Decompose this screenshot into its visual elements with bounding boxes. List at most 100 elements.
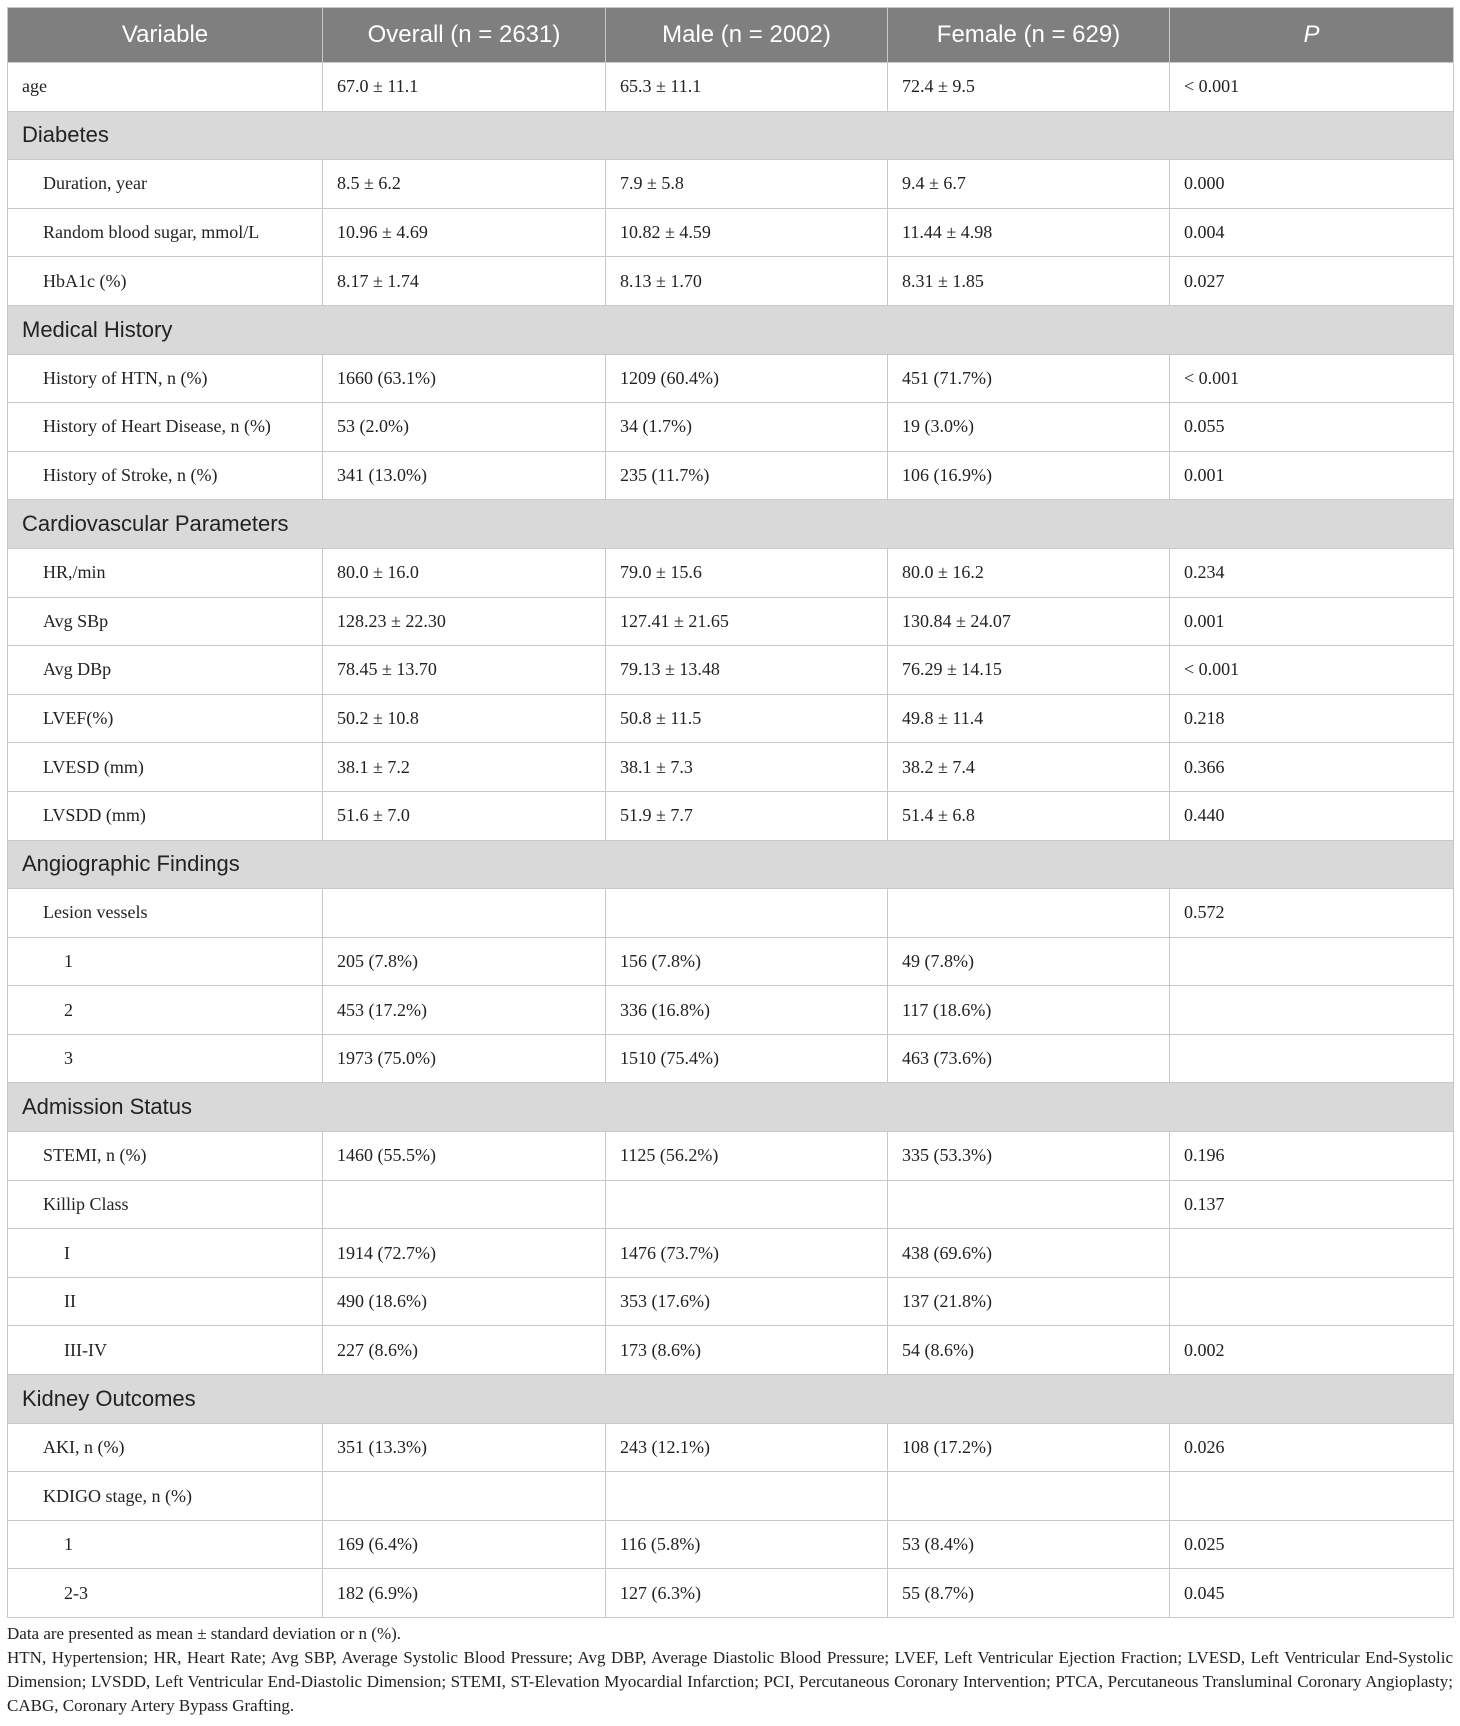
cell: 0.366 (1169, 742, 1454, 792)
cell: 0.004 (1169, 207, 1454, 258)
cell: 1209 (60.4%) (605, 353, 888, 404)
cell: 7.9 ± 5.8 (605, 159, 888, 209)
cell: 336 (16.8%) (605, 985, 888, 1035)
cell: 0.218 (1169, 693, 1454, 744)
data-row: age 67.0 ± 11.1 65.3 ± 11.1 72.4 ± 9.5 < 0.0… (7, 62, 1454, 112)
row-label: KDIGO stage, n (%) (7, 1471, 323, 1521)
cell: 156 (7.8%) (605, 936, 888, 987)
empty-cell (322, 1179, 606, 1230)
data-row: KDIGO stage, n (%) (7, 1471, 1454, 1521)
cell: 1660 (63.1%) (322, 353, 606, 404)
cell: 80.0 ± 16.2 (887, 547, 1170, 598)
cell: 49 (7.8%) (887, 936, 1170, 987)
section-title: Medical History (7, 304, 1454, 355)
cell: 205 (7.8%) (322, 936, 606, 987)
cell: 79.13 ± 13.48 (605, 645, 888, 695)
data-row: Lesion vessels 0.572 (7, 888, 1454, 938)
data-row: I 1914 (72.7%) 1476 (73.7%) 438 (69.6%) (7, 1228, 1454, 1278)
cell: 53 (8.4%) (887, 1519, 1170, 1570)
cell: 0.234 (1169, 547, 1454, 598)
section-row: Kidney Outcomes (7, 1374, 1454, 1424)
data-row: STEMI, n (%) 1460 (55.5%) 1125 (56.2%) 335 … (7, 1131, 1454, 1181)
cell: 0.572 (1169, 888, 1454, 938)
row-label: LVEF(%) (7, 693, 323, 744)
cell: 0.026 (1169, 1422, 1454, 1473)
cell: 173 (8.6%) (605, 1325, 888, 1376)
empty-cell (1169, 1471, 1454, 1521)
data-row: III-IV 227 (8.6%) 173 (8.6%) 54 (8.6%) 0.002 (7, 1325, 1454, 1376)
empty-cell (322, 888, 606, 938)
column-header: Variable (7, 7, 323, 63)
section-row: Cardiovascular Parameters (7, 499, 1454, 549)
row-label: HR,/min (7, 547, 323, 598)
cell: 0.045 (1169, 1568, 1454, 1618)
section-title: Cardiovascular Parameters (7, 499, 1454, 549)
row-label: age (7, 62, 323, 112)
cell: 137 (21.8%) (887, 1276, 1170, 1327)
cell: 9.4 ± 6.7 (887, 159, 1170, 209)
section-row: Diabetes (7, 110, 1454, 161)
cell: < 0.001 (1169, 645, 1454, 695)
cell: 51.9 ± 7.7 (605, 790, 888, 841)
cell: 0.196 (1169, 1131, 1454, 1181)
cell: 463 (73.6%) (887, 1033, 1170, 1084)
cell: 0.055 (1169, 402, 1454, 452)
row-label: History of Stroke, n (%) (7, 450, 323, 501)
cell: 78.45 ± 13.70 (322, 645, 606, 695)
cell: 490 (18.6%) (322, 1276, 606, 1327)
cell: 0.137 (1169, 1179, 1454, 1230)
empty-cell (1169, 1228, 1454, 1278)
cell: 8.5 ± 6.2 (322, 159, 606, 209)
row-label: History of HTN, n (%) (7, 353, 323, 404)
cell: 0.025 (1169, 1519, 1454, 1570)
cell: 335 (53.3%) (887, 1131, 1170, 1181)
cell: 1914 (72.7%) (322, 1228, 606, 1278)
cell: 117 (18.6%) (887, 985, 1170, 1035)
cell: 51.4 ± 6.8 (887, 790, 1170, 841)
empty-cell (1169, 1033, 1454, 1084)
cell: 1125 (56.2%) (605, 1131, 888, 1181)
cell: 1476 (73.7%) (605, 1228, 888, 1278)
cell: 235 (11.7%) (605, 450, 888, 501)
data-row: Duration, year 8.5 ± 6.2 7.9 ± 5.8 9.4 ± 6.… (7, 159, 1454, 209)
column-header: P (1169, 7, 1454, 63)
cell: 438 (69.6%) (887, 1228, 1170, 1278)
empty-cell (605, 1471, 888, 1521)
cell: < 0.001 (1169, 62, 1454, 112)
data-row: AKI, n (%) 351 (13.3%) 243 (12.1%) 108 (17.… (7, 1422, 1454, 1473)
section-row: Medical History (7, 304, 1454, 355)
cell: 1460 (55.5%) (322, 1131, 606, 1181)
footnote: HTN, Hypertension; HR, Heart Rate; Avg S… (7, 1648, 1453, 1715)
cell: 116 (5.8%) (605, 1519, 888, 1570)
empty-cell (605, 888, 888, 938)
data-row: II 490 (18.6%) 353 (17.6%) 137 (21.8%) (7, 1276, 1454, 1327)
cell: 50.8 ± 11.5 (605, 693, 888, 744)
cell: 67.0 ± 11.1 (322, 62, 606, 112)
row-label: LVESD (mm) (7, 742, 323, 792)
empty-cell (887, 1179, 1170, 1230)
cell: 38.1 ± 7.2 (322, 742, 606, 792)
cell: 55 (8.7%) (887, 1568, 1170, 1618)
cell: 353 (17.6%) (605, 1276, 888, 1327)
row-label: LVSDD (mm) (7, 790, 323, 841)
row-label: Duration, year (7, 159, 323, 209)
row-label: III-IV (7, 1325, 323, 1376)
row-label: Lesion vessels (7, 888, 323, 938)
empty-cell (605, 1179, 888, 1230)
data-row: Avg SBp 128.23 ± 22.30 127.41 ± 21.65 130.8… (7, 596, 1454, 647)
row-label: History of Heart Disease, n (%) (7, 402, 323, 452)
section-row: Admission Status (7, 1082, 1454, 1133)
section-title: Angiographic Findings (7, 839, 1454, 890)
cell: 8.31 ± 1.85 (887, 256, 1170, 306)
row-label: Avg SBp (7, 596, 323, 647)
data-row: HbA1c (%) 8.17 ± 1.74 8.13 ± 1.70 8.31 ± 1.… (7, 256, 1454, 306)
row-label: Avg DBp (7, 645, 323, 695)
cell: 8.13 ± 1.70 (605, 256, 888, 306)
data-row: Killip Class 0.137 (7, 1179, 1454, 1230)
cell: 351 (13.3%) (322, 1422, 606, 1473)
row-label: STEMI, n (%) (7, 1131, 323, 1181)
data-row: LVEF(%) 50.2 ± 10.8 50.8 ± 11.5 49.8 ± 11.4… (7, 693, 1454, 744)
cell: 169 (6.4%) (322, 1519, 606, 1570)
empty-cell (1169, 1276, 1454, 1327)
